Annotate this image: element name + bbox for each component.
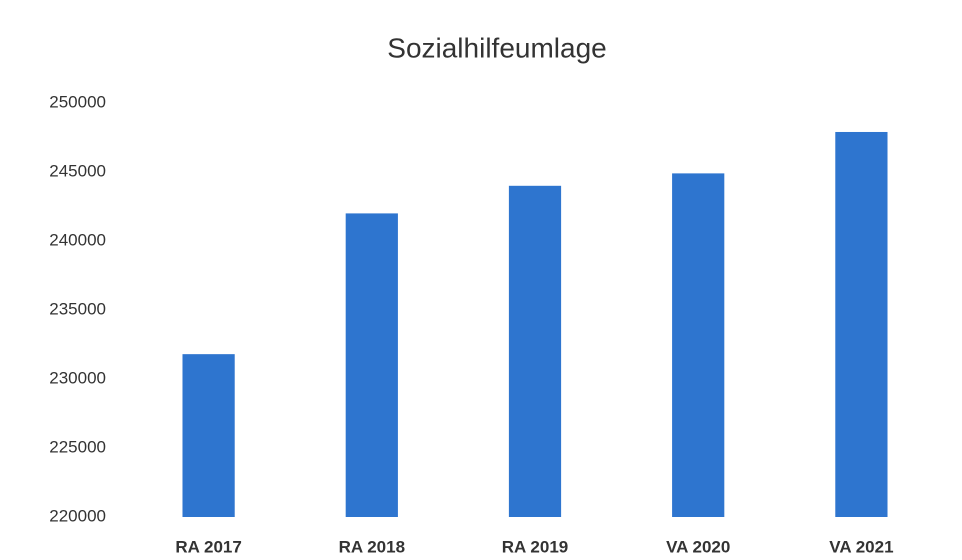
chart-title: Sozialhilfeumlage	[387, 32, 606, 63]
bar	[672, 173, 725, 517]
x-tick-label: RA 2017	[175, 537, 241, 556]
x-tick-label: RA 2018	[339, 537, 405, 556]
bar	[182, 354, 235, 517]
x-tick-label: VA 2021	[829, 537, 893, 556]
y-tick-label: 220000	[49, 506, 106, 525]
y-tick-label: 230000	[49, 368, 106, 387]
y-tick-label: 225000	[49, 437, 106, 456]
x-tick-label: VA 2020	[666, 537, 730, 556]
y-tick-label: 235000	[49, 299, 106, 318]
y-tick-label: 245000	[49, 161, 106, 180]
x-tick-label: RA 2019	[502, 537, 568, 556]
bar	[508, 185, 562, 518]
bar	[345, 213, 398, 517]
bar	[835, 131, 888, 518]
y-tick-label: 240000	[49, 230, 106, 249]
y-tick-label: 250000	[49, 92, 106, 111]
